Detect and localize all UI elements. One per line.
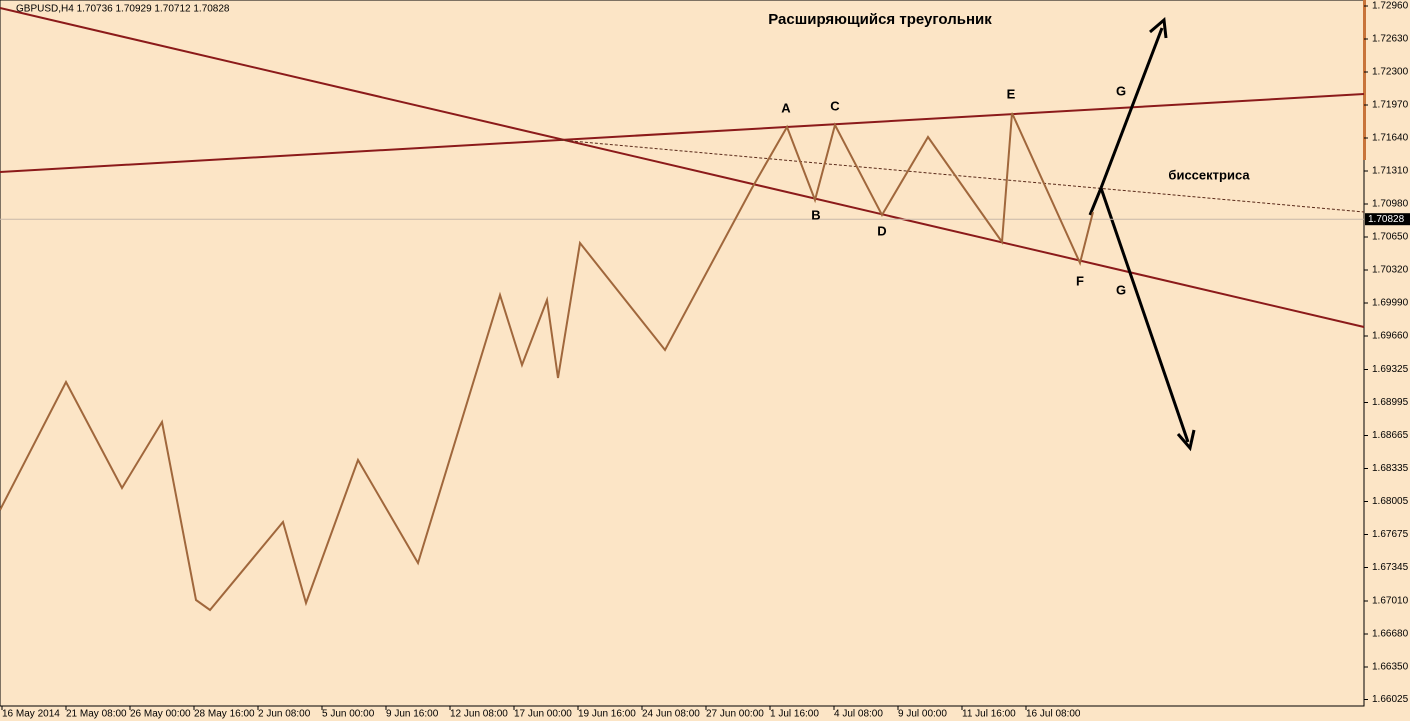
symbol-header: GBPUSD,H4 1.70736 1.70929 1.70712 1.7082… xyxy=(16,4,230,15)
x-tick-label: 28 May 16:00 xyxy=(194,709,255,720)
point-label: A xyxy=(781,100,791,115)
y-tick-label: 1.70320 xyxy=(1372,265,1409,276)
lower-trendline xyxy=(0,7,1365,328)
y-tick-label: 1.72300 xyxy=(1372,67,1409,78)
x-tick-label: 5 Jun 00:00 xyxy=(322,709,375,720)
bisector-line xyxy=(559,139,1365,213)
y-tick-label: 1.71310 xyxy=(1372,166,1409,177)
x-tick-label: 1 Jul 16:00 xyxy=(770,709,819,720)
x-tick-label: 2 Jun 08:00 xyxy=(258,709,311,720)
upper-trendline xyxy=(0,93,1365,173)
x-tick-label: 12 Jun 08:00 xyxy=(450,709,508,720)
point-label: B xyxy=(811,207,820,222)
zigzag-line xyxy=(0,112,1094,612)
last-price-box xyxy=(1365,213,1410,226)
y-tick-label: 1.69990 xyxy=(1372,298,1409,309)
y-tick-label: 1.72960 xyxy=(1372,1,1409,12)
y-tick-label: 1.70650 xyxy=(1372,232,1409,243)
y-tick-label: 1.72630 xyxy=(1372,34,1409,45)
point-label: C xyxy=(830,98,840,113)
y-tick-label: 1.68665 xyxy=(1372,430,1409,441)
y-tick-label: 1.66350 xyxy=(1372,662,1409,673)
x-tick-label: 17 Jun 00:00 xyxy=(514,709,572,720)
bisector-label: биссектриса xyxy=(1168,167,1250,182)
x-tick-label: 19 Jun 16:00 xyxy=(578,709,636,720)
y-tick-label: 1.67345 xyxy=(1372,562,1409,573)
point-label: F xyxy=(1076,273,1084,288)
x-tick-label: 24 Jun 08:00 xyxy=(642,709,700,720)
y-tick-label: 1.70980 xyxy=(1372,199,1409,210)
y-tick-label: 1.69325 xyxy=(1372,364,1409,375)
x-tick-label: 16 Jul 08:00 xyxy=(1026,709,1081,720)
point-label: G xyxy=(1116,282,1126,297)
x-tick-label: 4 Jul 08:00 xyxy=(834,709,883,720)
x-tick-label: 26 May 00:00 xyxy=(130,709,191,720)
y-tick-label: 1.68335 xyxy=(1372,463,1409,474)
y-tick-label: 1.66680 xyxy=(1372,629,1409,640)
y-tick-label: 1.68995 xyxy=(1372,397,1409,408)
x-tick-label: 11 Jul 16:00 xyxy=(962,709,1016,720)
x-tick-label: 21 May 08:00 xyxy=(66,709,127,720)
x-tick-label: 27 Jun 00:00 xyxy=(706,709,764,720)
point-label: G xyxy=(1116,83,1126,98)
x-tick-label: 9 Jun 16:00 xyxy=(386,709,439,720)
y-tick-label: 1.71970 xyxy=(1372,100,1409,111)
y-tick-label: 1.68005 xyxy=(1372,496,1409,507)
x-tick-label: 16 May 2014 xyxy=(2,709,60,720)
y-tick-label: 1.67010 xyxy=(1372,596,1409,607)
y-tick-label: 1.69660 xyxy=(1372,331,1409,342)
point-label: E xyxy=(1007,86,1016,101)
scroll-marker xyxy=(1363,0,1366,160)
forecast-arrows xyxy=(1088,17,1196,452)
last-price-label: 1.70828 xyxy=(1368,214,1405,225)
chart-title: Расширяющийся треугольник xyxy=(768,11,992,28)
y-tick-label: 1.71640 xyxy=(1372,133,1409,144)
x-tick-label: 9 Jul 00:00 xyxy=(898,709,947,720)
y-tick-label: 1.66025 xyxy=(1372,694,1409,705)
y-tick-label: 1.67675 xyxy=(1372,529,1409,540)
point-label: D xyxy=(877,223,886,238)
